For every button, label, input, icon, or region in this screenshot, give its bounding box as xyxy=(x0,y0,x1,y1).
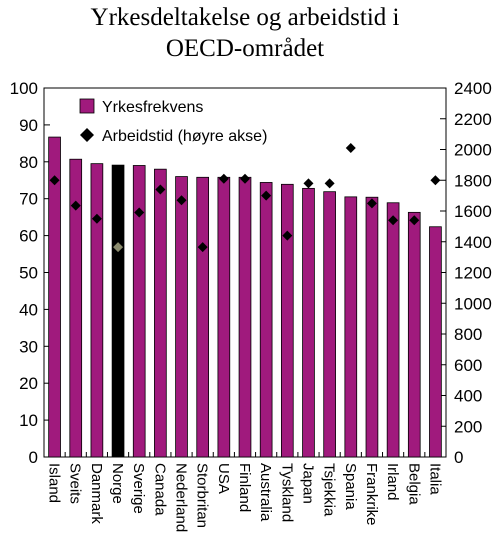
category-label: Japan xyxy=(299,463,316,504)
right-axis-tick-label: 1000 xyxy=(454,294,492,313)
category-label: Belgia xyxy=(405,463,422,505)
bar xyxy=(386,202,400,458)
left-axis-tick-label: 20 xyxy=(19,374,38,393)
marker-point xyxy=(49,175,60,186)
bar xyxy=(217,176,231,458)
category-label: Danmark xyxy=(88,463,105,524)
marker-point xyxy=(282,230,293,241)
marker-point xyxy=(176,195,187,206)
category-label: Sverige xyxy=(130,463,147,514)
legend-label-bar: Yrkesfrekvens xyxy=(102,99,203,116)
left-axis-tick-label: 40 xyxy=(19,300,38,319)
marker-point xyxy=(70,200,81,211)
legend-label-marker: Arbeidstid (høyre akse) xyxy=(102,128,267,145)
marker-point xyxy=(388,215,399,226)
marker-point xyxy=(197,242,208,253)
bar xyxy=(259,182,273,458)
category-label: Storbritan xyxy=(194,463,211,528)
legend-marker-diamond-icon xyxy=(80,128,94,142)
right-axis-tick-label: 200 xyxy=(454,417,482,436)
category-label: Italia xyxy=(426,463,443,495)
left-axis-tick-label: 100 xyxy=(10,79,38,98)
left-axis-tick-label: 90 xyxy=(19,116,38,135)
plot-area: 0102030405060708090100020040060080010001… xyxy=(10,79,492,532)
bar xyxy=(132,165,146,458)
bar xyxy=(323,191,336,458)
bar xyxy=(69,158,83,458)
marker-point xyxy=(409,215,420,226)
right-axis-tick-label: 2400 xyxy=(454,79,492,98)
category-label: Irland xyxy=(384,463,401,501)
marker-point xyxy=(240,173,250,184)
marker-point xyxy=(261,190,272,201)
bar xyxy=(407,211,421,458)
marker-point xyxy=(430,175,441,186)
bar xyxy=(365,196,379,458)
category-label: Nederland xyxy=(173,463,190,532)
legend-swatch-bar xyxy=(79,98,95,114)
category-label: Frankrike xyxy=(363,463,380,526)
category-label: Norge xyxy=(109,463,126,504)
legend: Yrkesfrekvens Arbeidstid (høyre akse) xyxy=(79,98,267,145)
marker-point xyxy=(303,178,314,189)
category-label: Tyskland xyxy=(278,463,295,522)
category-label: Spania xyxy=(342,463,359,510)
category-label: Island xyxy=(46,463,63,503)
category-label: Sveits xyxy=(67,463,84,504)
chart-title-line-1: Yrkesdeltakelse og arbeidstid i xyxy=(91,4,400,31)
bar xyxy=(302,187,315,458)
right-axis-tick-label: 1200 xyxy=(454,264,492,283)
left-axis-tick-label: 0 xyxy=(29,448,38,467)
category-label: Finland xyxy=(236,463,253,512)
marker-point xyxy=(366,198,377,209)
bar xyxy=(175,176,188,458)
right-axis-tick-label: 1400 xyxy=(454,233,492,252)
bar xyxy=(429,226,442,458)
bar xyxy=(280,183,294,458)
left-axis-tick-label: 30 xyxy=(19,337,38,356)
bar xyxy=(344,196,358,458)
bar xyxy=(196,176,210,458)
left-axis-tick-label: 80 xyxy=(19,153,38,172)
bar xyxy=(111,164,125,458)
right-axis-tick-label: 1600 xyxy=(454,202,492,221)
marker-point xyxy=(91,213,102,224)
category-label: Canada xyxy=(151,463,168,516)
bar xyxy=(90,163,104,458)
chart-title-line-2: OECD-området xyxy=(166,35,324,62)
right-axis-tick-label: 2000 xyxy=(454,141,492,160)
category-label: Tsjekkia xyxy=(321,463,338,517)
right-axis-tick-label: 0 xyxy=(454,448,463,467)
right-axis-tick-label: 400 xyxy=(454,387,482,406)
marker-point xyxy=(345,142,356,153)
left-axis-tick-label: 60 xyxy=(19,227,38,246)
category-label: Australia xyxy=(257,463,274,522)
right-axis-tick-label: 800 xyxy=(454,325,482,344)
right-axis-tick-label: 1800 xyxy=(454,171,492,190)
left-axis-tick-label: 10 xyxy=(19,411,38,430)
bar xyxy=(48,136,61,458)
marker-point xyxy=(134,207,145,218)
left-axis-tick-label: 70 xyxy=(19,190,38,209)
bar xyxy=(238,176,252,458)
right-axis-tick-label: 2200 xyxy=(454,110,492,129)
marker-point xyxy=(155,184,166,195)
marker-point xyxy=(324,178,335,189)
category-label: USA xyxy=(215,463,232,494)
marker-point xyxy=(113,242,124,253)
right-axis-tick-label: 600 xyxy=(454,356,482,375)
marker-point xyxy=(218,173,229,184)
left-axis-tick-label: 50 xyxy=(19,264,38,283)
bar xyxy=(154,168,167,458)
